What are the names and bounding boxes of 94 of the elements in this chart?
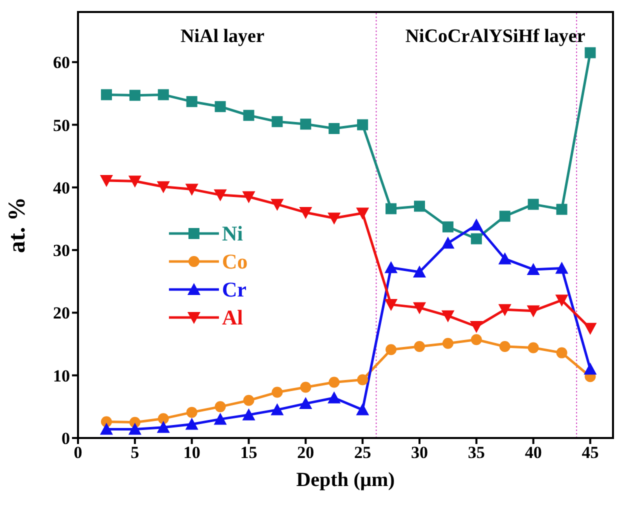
point — [556, 204, 568, 215]
point — [128, 176, 142, 188]
point — [185, 184, 198, 196]
point — [129, 90, 140, 101]
y-tick-label: 60 — [53, 53, 70, 72]
point — [414, 200, 425, 212]
point — [584, 47, 596, 58]
x-tick-label: 35 — [468, 443, 485, 462]
point — [328, 123, 340, 134]
point — [441, 310, 454, 322]
point — [100, 175, 113, 188]
point — [156, 420, 170, 433]
point — [412, 265, 426, 278]
x-tick-label: 45 — [582, 443, 599, 462]
point — [299, 206, 312, 219]
legend-label: Al — [222, 306, 244, 330]
point — [214, 189, 227, 202]
annotation: NiCoCrAlYSiHf layer — [405, 26, 586, 47]
x-tick-label: 40 — [524, 443, 542, 462]
point — [272, 386, 283, 398]
legend-label: Co — [222, 250, 248, 274]
point — [156, 181, 170, 194]
point — [386, 344, 397, 356]
point — [498, 252, 512, 264]
point — [414, 341, 425, 352]
point — [384, 299, 398, 312]
x-tick-label: 0 — [74, 443, 82, 462]
x-tick-label: 25 — [354, 443, 372, 462]
point — [470, 320, 483, 333]
point — [498, 304, 512, 316]
point — [100, 89, 112, 100]
point — [584, 362, 597, 375]
x-tick-label: 30 — [410, 443, 428, 462]
point — [300, 118, 312, 130]
point — [272, 116, 283, 128]
point — [526, 305, 540, 318]
point — [441, 236, 454, 249]
y-tick-label: 0 — [62, 429, 70, 448]
point — [158, 413, 169, 424]
y-axis-title: at. % — [4, 197, 31, 253]
point — [270, 198, 284, 211]
x-tick-label: 5 — [130, 443, 140, 462]
point — [555, 262, 568, 274]
point — [214, 412, 227, 425]
y-tick-label: 40 — [53, 178, 70, 198]
point — [328, 376, 340, 388]
point — [328, 212, 341, 225]
annotation: NiAl layer — [180, 26, 265, 47]
point — [499, 341, 510, 352]
point — [186, 96, 198, 108]
point — [528, 342, 539, 354]
point — [357, 119, 368, 130]
point — [100, 422, 113, 435]
y-tick-label: 30 — [53, 241, 70, 260]
point — [470, 218, 483, 230]
point — [470, 233, 482, 244]
point — [242, 191, 256, 204]
point — [158, 89, 169, 100]
legend-label: Cr — [222, 278, 246, 302]
point — [328, 391, 341, 404]
point — [442, 338, 454, 349]
point — [356, 208, 370, 220]
point — [128, 422, 142, 435]
point — [528, 198, 539, 210]
y-tick-label: 20 — [53, 304, 70, 323]
point — [214, 401, 226, 412]
point — [299, 397, 312, 410]
point — [243, 394, 254, 406]
point — [499, 210, 510, 222]
point — [442, 221, 454, 232]
y-tick-label: 10 — [53, 366, 70, 386]
point — [584, 322, 597, 335]
x-tick-label: 20 — [297, 443, 314, 462]
point — [556, 347, 568, 358]
y-tick-label: 50 — [53, 116, 70, 135]
point — [186, 406, 198, 418]
point — [555, 294, 568, 307]
x-axis-title: Depth (μm) — [296, 469, 395, 491]
point — [470, 334, 482, 346]
point — [185, 418, 198, 430]
point — [270, 403, 284, 416]
point — [412, 302, 426, 314]
x-tick-label: 15 — [240, 443, 258, 462]
legend-label: Ni — [222, 222, 244, 246]
point — [214, 101, 226, 112]
point — [526, 262, 540, 275]
x-tick-label: 10 — [183, 443, 200, 462]
point — [384, 261, 398, 274]
point — [243, 110, 254, 121]
point — [357, 374, 368, 386]
point — [356, 403, 370, 416]
point — [300, 382, 312, 393]
point — [242, 408, 256, 420]
point — [386, 203, 397, 214]
